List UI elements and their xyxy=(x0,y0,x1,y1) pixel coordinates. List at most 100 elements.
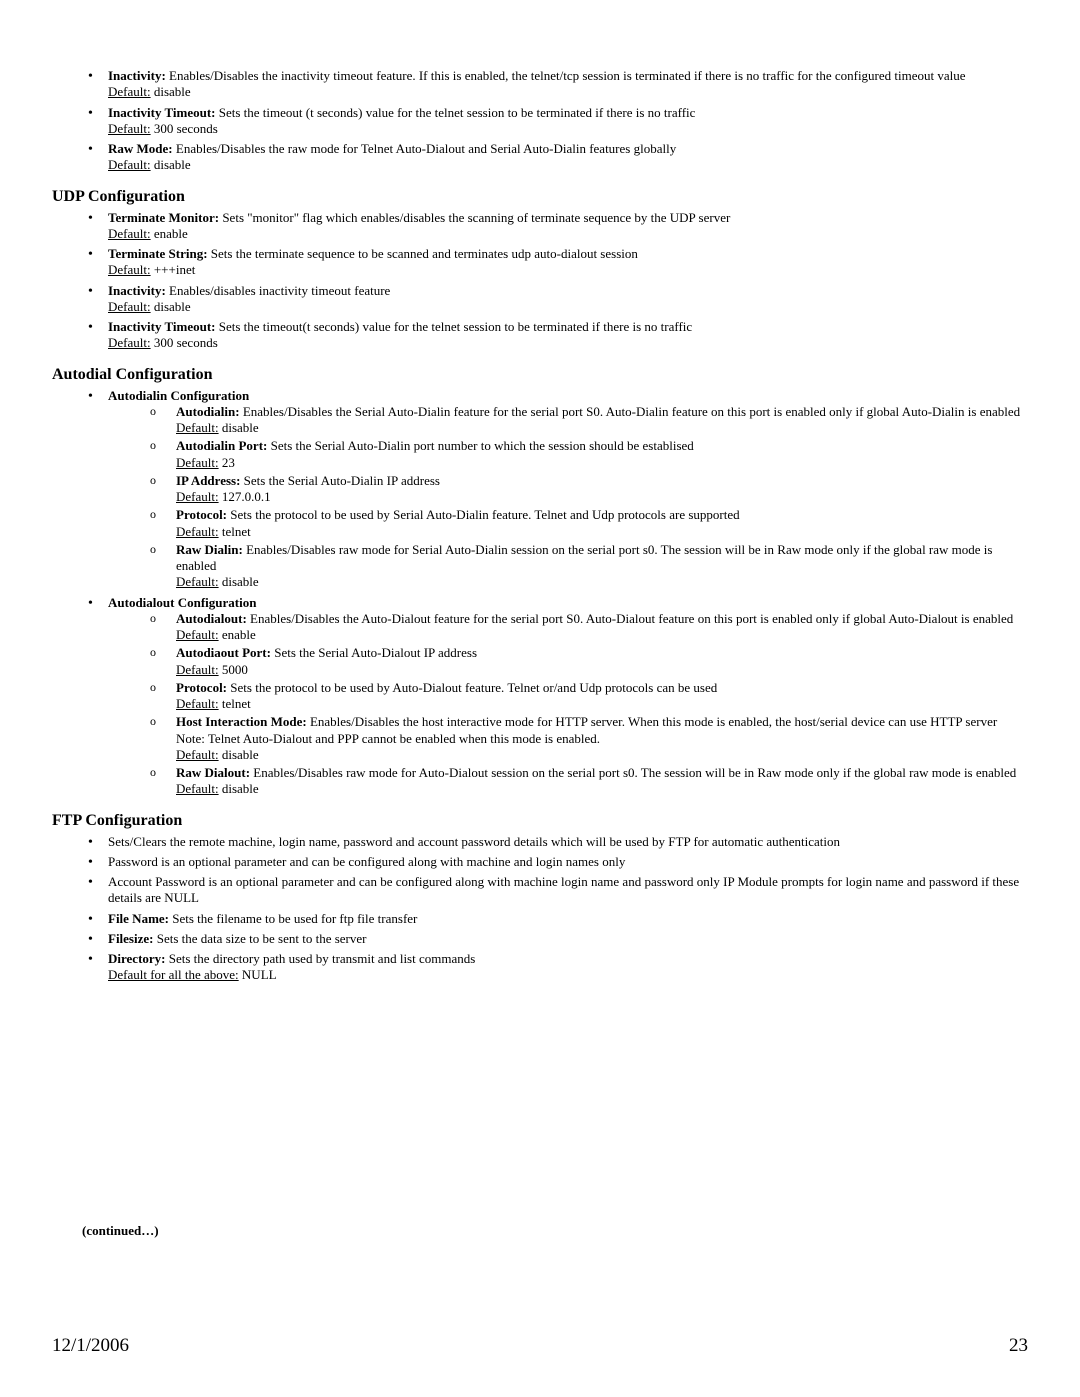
footer-page: 23 xyxy=(1009,1335,1028,1357)
default-label: Default: xyxy=(176,574,219,589)
default-value: enable xyxy=(154,226,188,241)
item-label: Autodialin Port: xyxy=(176,438,267,453)
item-label: Terminate String: xyxy=(108,246,208,261)
default-label: Default: xyxy=(176,747,219,762)
udp-item-1: Terminate String: Sets the terminate seq… xyxy=(108,246,1028,279)
ftp-labeled-2: Directory: Sets the directory path used … xyxy=(108,951,1028,984)
ftp-plain-0: Sets/Clears the remote machine, login na… xyxy=(108,834,1028,850)
autodialout-section: Autodialout Configuration Autodialout: E… xyxy=(108,595,1028,798)
default-value: disable xyxy=(222,574,259,589)
udp-heading: UDP Configuration xyxy=(52,188,1028,206)
intro-item-1: Inactivity Timeout: Sets the timeout (t … xyxy=(108,105,1028,138)
item-desc: Enables/Disables raw mode for Serial Aut… xyxy=(176,542,992,573)
item-label: Raw Mode: xyxy=(108,141,173,156)
autodialin-item-4: Raw Dialin: Enables/Disables raw mode fo… xyxy=(176,542,1028,591)
autodialout-label: Autodialout Configuration xyxy=(108,595,256,610)
default-value: 300 seconds xyxy=(154,335,218,350)
default-value: 23 xyxy=(222,455,235,470)
default-value: disable xyxy=(154,299,191,314)
item-desc: Sets the filename to be used for ftp fil… xyxy=(172,911,417,926)
item-label: Raw Dialout: xyxy=(176,765,250,780)
default-label: Default: xyxy=(176,489,219,504)
default-value: disable xyxy=(222,420,259,435)
autodialout-item-4: Raw Dialout: Enables/Disables raw mode f… xyxy=(176,765,1028,798)
autodialin-list: Autodialin: Enables/Disables the Serial … xyxy=(108,404,1028,591)
default-value: disable xyxy=(154,84,191,99)
item-label: Inactivity: xyxy=(108,68,166,83)
item-desc: Enables/Disables the inactivity timeout … xyxy=(169,68,966,83)
item-desc: Enables/Disables the raw mode for Telnet… xyxy=(176,141,676,156)
udp-item-0: Terminate Monitor: Sets "monitor" flag w… xyxy=(108,210,1028,243)
ftp-list: Sets/Clears the remote machine, login na… xyxy=(52,834,1028,984)
default-label: Default: xyxy=(176,420,219,435)
default-value: 300 seconds xyxy=(154,121,218,136)
udp-list: Terminate Monitor: Sets "monitor" flag w… xyxy=(52,210,1028,352)
item-label: Inactivity Timeout: xyxy=(108,105,216,120)
ftp-default-label: Default for all the above: xyxy=(108,967,239,982)
item-note: Note: Telnet Auto-Dialout and PPP cannot… xyxy=(176,731,600,746)
autodialout-item-1: Autodiaout Port: Sets the Serial Auto-Di… xyxy=(176,645,1028,678)
ftp-labeled-0: File Name: Sets the filename to be used … xyxy=(108,911,1028,927)
item-desc: Sets the Serial Auto-Dialin port number … xyxy=(271,438,694,453)
item-desc: Account Password is an optional paramete… xyxy=(108,874,1019,905)
item-label: Autodiaout Port: xyxy=(176,645,271,660)
item-desc: Sets the protocol to be used by Serial A… xyxy=(230,507,739,522)
default-label: Default: xyxy=(108,84,151,99)
item-desc: Sets "monitor" flag which enables/disabl… xyxy=(222,210,730,225)
item-label: Directory: xyxy=(108,951,166,966)
footer-date: 12/1/2006 xyxy=(52,1335,129,1357)
item-desc: Sets the Serial Auto-Dialin IP address xyxy=(244,473,440,488)
default-value: 127.0.0.1 xyxy=(222,489,271,504)
autodial-list: Autodialin Configuration Autodialin: Ena… xyxy=(52,388,1028,798)
item-desc: Sets the data size to be sent to the ser… xyxy=(157,931,367,946)
item-label: Inactivity: xyxy=(108,283,166,298)
default-value: enable xyxy=(222,627,256,642)
item-desc: Sets the protocol to be used by Auto-Dia… xyxy=(230,680,717,695)
autodialin-item-3: Protocol: Sets the protocol to be used b… xyxy=(176,507,1028,540)
item-desc: Sets the terminate sequence to be scanne… xyxy=(211,246,638,261)
default-label: Default: xyxy=(176,455,219,470)
autodialin-item-0: Autodialin: Enables/Disables the Serial … xyxy=(176,404,1028,437)
default-label: Default: xyxy=(108,157,151,172)
default-label: Default: xyxy=(108,335,151,350)
autodialin-label: Autodialin Configuration xyxy=(108,388,249,403)
default-label: Default: xyxy=(176,662,219,677)
autodialin-item-2: IP Address: Sets the Serial Auto-Dialin … xyxy=(176,473,1028,506)
ftp-heading: FTP Configuration xyxy=(52,812,1028,830)
default-value: disable xyxy=(222,747,259,762)
item-desc: Enables/Disables the Serial Auto-Dialin … xyxy=(243,404,1020,419)
item-desc: Sets the timeout(t seconds) value for th… xyxy=(219,319,692,334)
item-label: IP Address: xyxy=(176,473,240,488)
item-label: Raw Dialin: xyxy=(176,542,243,557)
item-desc: Password is an optional parameter and ca… xyxy=(108,854,625,869)
default-value: 5000 xyxy=(222,662,248,677)
item-desc: Sets the timeout (t seconds) value for t… xyxy=(219,105,696,120)
default-label: Default: xyxy=(176,524,219,539)
item-desc: Sets/Clears the remote machine, login na… xyxy=(108,834,840,849)
autodial-heading: Autodial Configuration xyxy=(52,366,1028,384)
default-value: disable xyxy=(222,781,259,796)
item-desc: Sets the directory path used by transmit… xyxy=(169,951,476,966)
document-page: Inactivity: Enables/Disables the inactiv… xyxy=(0,0,1080,1397)
item-label: Filesize: xyxy=(108,931,153,946)
default-value: telnet xyxy=(222,696,251,711)
item-desc: Enables/Disables raw mode for Auto-Dialo… xyxy=(253,765,1016,780)
udp-item-2: Inactivity: Enables/disables inactivity … xyxy=(108,283,1028,316)
item-desc: Sets the Serial Auto-Dialout IP address xyxy=(274,645,477,660)
default-label: Default: xyxy=(176,627,219,642)
item-desc: Enables/Disables the host interactive mo… xyxy=(310,714,997,729)
item-label: Autodialout: xyxy=(176,611,247,626)
continued-label: (continued…) xyxy=(82,1223,159,1239)
item-label: Protocol: xyxy=(176,507,227,522)
default-label: Default: xyxy=(108,299,151,314)
item-label: Inactivity Timeout: xyxy=(108,319,216,334)
autodialout-item-0: Autodialout: Enables/Disables the Auto-D… xyxy=(176,611,1028,644)
item-desc: Enables/Disables the Auto-Dialout featur… xyxy=(250,611,1013,626)
ftp-labeled-1: Filesize: Sets the data size to be sent … xyxy=(108,931,1028,947)
item-label: Protocol: xyxy=(176,680,227,695)
autodialout-item-2: Protocol: Sets the protocol to be used b… xyxy=(176,680,1028,713)
default-label: Default: xyxy=(176,781,219,796)
ftp-plain-2: Account Password is an optional paramete… xyxy=(108,874,1028,907)
item-desc: Enables/disables inactivity timeout feat… xyxy=(169,283,390,298)
default-label: Default: xyxy=(108,226,151,241)
